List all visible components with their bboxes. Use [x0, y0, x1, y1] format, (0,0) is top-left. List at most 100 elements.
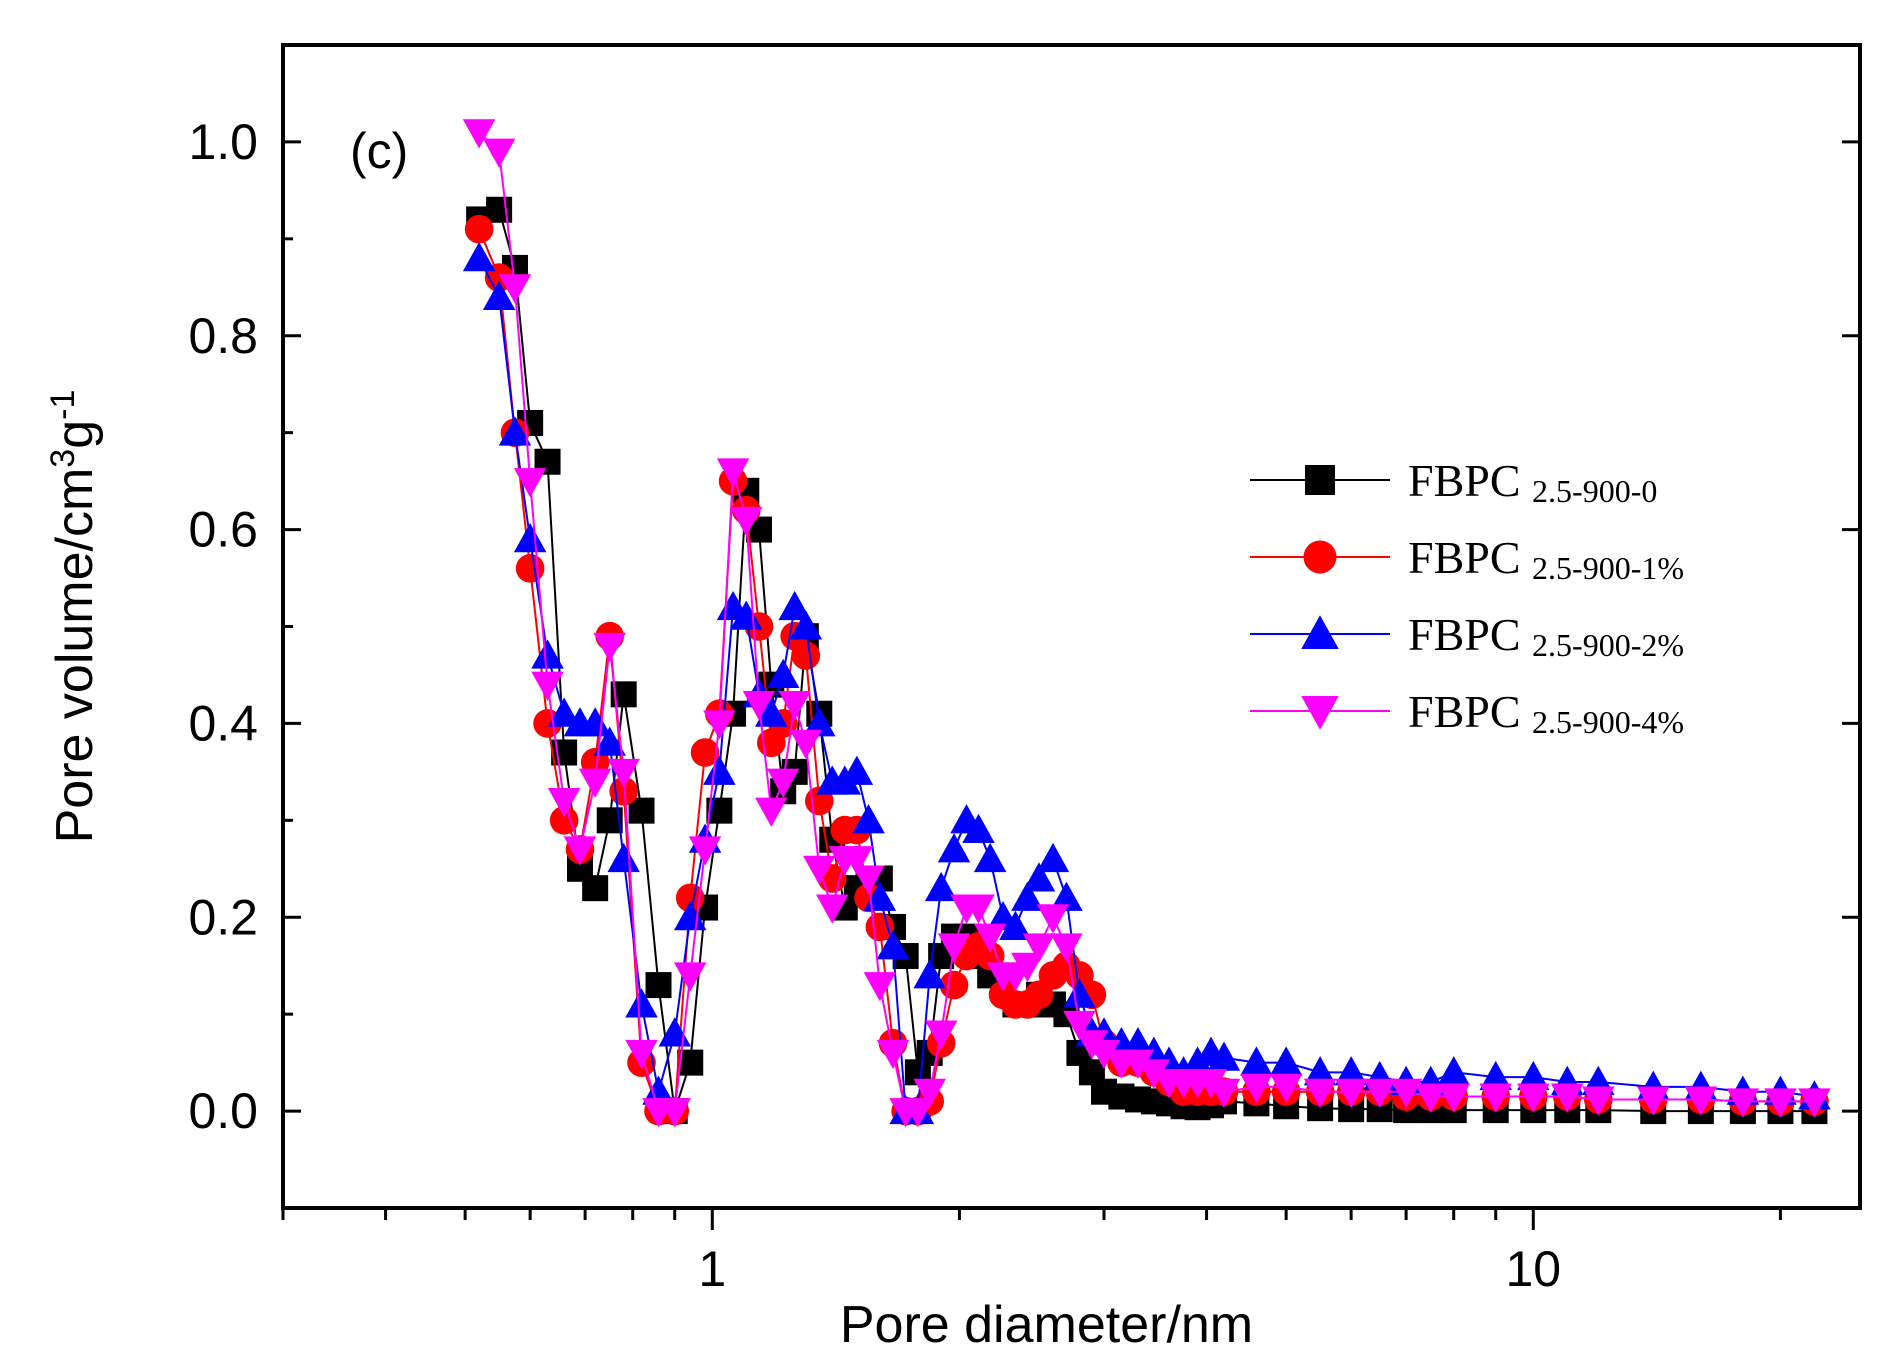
series-4-point: [498, 274, 532, 304]
series-4-point: [1334, 1078, 1368, 1108]
series-4-point: [1363, 1078, 1396, 1108]
legend-label: FBPC 2.5-900-2%: [1408, 609, 1684, 663]
series-3-point: [703, 755, 736, 785]
series-3-point: [1063, 978, 1096, 1008]
series-4-point: [863, 972, 897, 1002]
series-4-point: [1551, 1083, 1584, 1113]
series-2-point: [549, 806, 579, 835]
series-1-point: [582, 875, 609, 902]
y-axis-title-sup2: -1: [44, 390, 82, 420]
legend-entry-3: FBPC 2.5-900-2%: [1250, 609, 1684, 663]
series-3-point: [547, 697, 581, 727]
series-3-point: [1036, 842, 1070, 873]
series-4-point: [607, 758, 640, 789]
legend-label-subscript: 2.5-900-2%: [1532, 627, 1684, 663]
series-3-point: [924, 871, 958, 902]
series-4-point: [816, 894, 849, 924]
series-2-point: [690, 738, 720, 767]
series-4-point: [658, 1098, 691, 1128]
series-3-line: [478, 257, 1815, 1113]
series-3-point: [778, 590, 811, 621]
legend-label-name: FBPC: [1408, 686, 1532, 737]
series-3-point: [876, 930, 910, 960]
series-4-point: [789, 729, 823, 760]
series-3-point: [937, 833, 971, 863]
legend-entry-4: FBPC 2.5-900-4%: [1250, 686, 1684, 740]
x-axis-title: Pore diameter/nm: [840, 1296, 1253, 1354]
y-axis-title-mid: g: [46, 420, 104, 449]
series-2-point: [675, 883, 705, 913]
series-4-point: [1517, 1083, 1550, 1113]
series-3-point: [607, 842, 640, 873]
series-3-point: [1479, 1060, 1512, 1091]
series-4-point: [1726, 1088, 1760, 1118]
series-3-point: [730, 600, 763, 630]
series-4-point: [852, 865, 885, 895]
legend-label-subscript: 2.5-900-0: [1532, 473, 1657, 509]
series-4-point: [1637, 1086, 1670, 1116]
series-3-point: [962, 813, 995, 844]
series-3-point: [755, 697, 788, 727]
legend-marker: [1305, 465, 1335, 495]
series-3-point: [1011, 881, 1044, 911]
series-4-point: [803, 855, 836, 886]
series-2: [464, 214, 1829, 1126]
series-3-point: [482, 280, 516, 310]
series-3-point: [999, 910, 1032, 940]
legend-label-name: FBPC: [1408, 609, 1532, 660]
legend-label: FBPC 2.5-900-0: [1408, 455, 1657, 509]
series-layer: [462, 119, 1831, 1128]
series-4-point: [1414, 1083, 1447, 1113]
series-3-point: [803, 707, 836, 737]
series-4-point: [482, 138, 516, 168]
series-4-point: [1240, 1073, 1273, 1104]
series-4-point: [688, 836, 722, 866]
series-3-point: [1437, 1056, 1470, 1086]
series-4-point: [1764, 1088, 1797, 1118]
series-3-point: [462, 241, 496, 272]
series-4-point: [1063, 1010, 1096, 1041]
series-4-point: [901, 1098, 935, 1128]
series-3-point: [625, 988, 658, 1018]
series-4-point: [1087, 1039, 1121, 1070]
series-3-point: [1303, 1056, 1337, 1086]
series-4-point: [531, 671, 564, 701]
y-tick-label: 0.4: [188, 695, 258, 751]
series-3-point: [1121, 1026, 1155, 1057]
y-tick-label: 0.2: [188, 889, 258, 945]
series-4-point: [913, 1078, 946, 1108]
series-3-point: [1207, 1041, 1241, 1071]
series-4-point: [755, 797, 788, 827]
series-4-point: [1582, 1086, 1615, 1116]
series-4-point: [1479, 1083, 1512, 1113]
legend-label: FBPC 2.5-900-4%: [1408, 686, 1684, 740]
series-4-point: [1050, 933, 1083, 963]
series-4-point: [840, 846, 874, 876]
series-4-point: [1121, 1049, 1155, 1079]
series-4-point: [778, 691, 811, 721]
series-4-point: [973, 923, 1007, 953]
series-3-point: [531, 639, 564, 669]
y-tick-label: 0.8: [188, 308, 258, 364]
legend-marker: [1301, 696, 1339, 730]
x-tick-label: 1: [698, 1241, 726, 1297]
series-1-point: [486, 196, 513, 223]
series-3-point: [913, 959, 946, 989]
axes-layer: 0.0 0.2 0.4 0.6 0.8 1.0 1 10: [188, 43, 1860, 1297]
legend-label-name: FBPC: [1408, 455, 1532, 506]
legend-marker: [1301, 615, 1339, 649]
series-3-point: [1240, 1046, 1273, 1076]
y-tick-label: 0.6: [188, 502, 258, 558]
series-2-line: [478, 228, 1815, 1113]
series-4-point: [876, 1039, 910, 1070]
series-3-point: [840, 755, 874, 785]
y-tick-label: 1.0: [188, 114, 258, 170]
series-4-point: [513, 468, 547, 498]
series-3-point: [642, 1075, 675, 1105]
series-4-point: [766, 768, 800, 798]
series-4-point: [1389, 1078, 1423, 1108]
y-axis-title-sup1: 3: [44, 449, 82, 468]
series-4-point: [1036, 904, 1070, 934]
series-4-point: [1437, 1083, 1470, 1113]
series-3-point: [1517, 1060, 1550, 1091]
